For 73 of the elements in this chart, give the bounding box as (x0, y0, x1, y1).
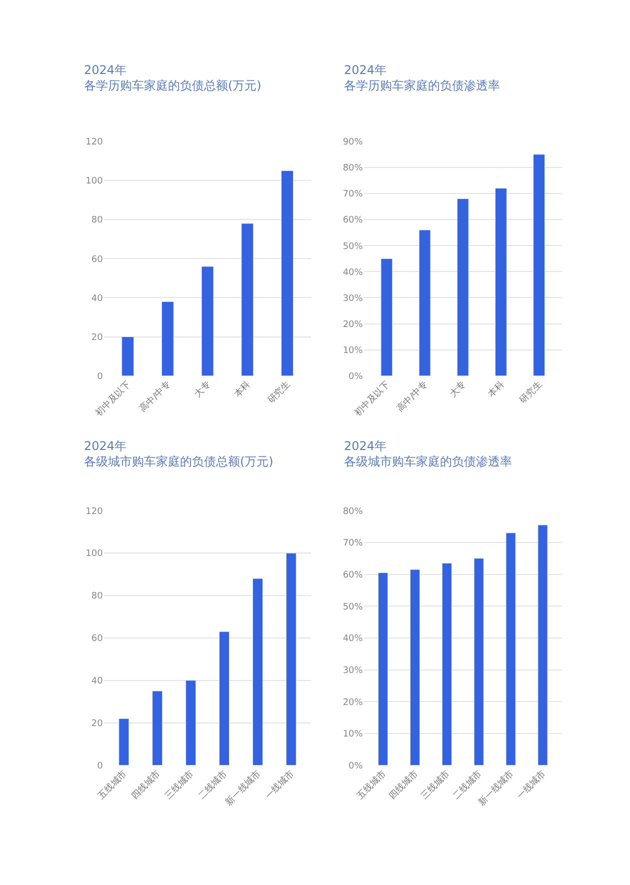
y-tick-label: 120 (86, 506, 104, 517)
y-tick-label: 10% (342, 730, 364, 740)
x-tick-label: 一线城市 (263, 768, 296, 802)
bar (286, 552, 296, 766)
bar (201, 266, 214, 376)
y-tick-label: 80% (342, 506, 364, 517)
bar (456, 198, 469, 376)
bar (161, 301, 174, 376)
bar (378, 572, 388, 766)
x-tick-label: 四线城市 (387, 768, 420, 802)
x-tick-label: 高中/中专 (138, 378, 173, 414)
y-tick-label: 50% (342, 242, 364, 252)
x-tick-label: 高中/中专 (394, 378, 430, 414)
x-tick-label: 研究生 (266, 378, 293, 406)
chart-title: 2024年 (84, 63, 127, 77)
y-tick-label: 80 (91, 216, 104, 226)
x-tick-label: 研究生 (517, 378, 544, 406)
y-tick-label: 60% (342, 570, 364, 580)
x-tick-label: 本科 (486, 378, 506, 400)
x-tick-label: 大专 (448, 378, 468, 400)
bar (380, 258, 393, 376)
y-tick-label: 20 (91, 332, 104, 343)
chart-subtitle: 各级城市购车家庭的负债渗透率 (344, 454, 512, 469)
chart-subtitle: 各学历购车家庭的负债总额(万元) (84, 78, 262, 93)
bar (281, 170, 294, 376)
y-tick-label: 40 (91, 676, 104, 687)
chart-title: 2024年 (344, 439, 387, 453)
y-tick-label: 40% (342, 268, 364, 278)
y-tick-label: 30% (342, 666, 364, 676)
bar (152, 690, 163, 766)
bar (506, 532, 516, 766)
y-tick-label: 90% (342, 138, 364, 148)
y-tick-label: 40% (342, 634, 364, 644)
y-tick-label: 60 (91, 634, 104, 644)
bar (186, 680, 196, 766)
bar (474, 558, 484, 766)
x-tick-label: 四线城市 (129, 768, 163, 802)
bar (218, 631, 230, 766)
chart-subtitle: 各级城市购车家庭的负债总额(万元) (84, 454, 274, 469)
bar (241, 223, 254, 376)
x-tick-label: 三线城市 (162, 768, 196, 802)
bar (495, 188, 507, 376)
y-tick-label: 20% (342, 320, 364, 330)
y-tick-label: 40 (91, 294, 104, 304)
y-tick-label: 20% (342, 698, 364, 708)
x-tick-label: 本科 (232, 378, 253, 400)
y-tick-label: 120 (86, 138, 104, 148)
bar (410, 569, 420, 766)
x-tick-label: 三线城市 (418, 768, 452, 802)
bar (122, 336, 134, 376)
bar (118, 718, 130, 766)
y-tick-label: 30% (342, 294, 364, 304)
y-tick-label: 70% (342, 538, 364, 549)
x-tick-label: 大专 (192, 378, 213, 400)
x-tick-label: 一线城市 (514, 768, 548, 802)
chart-title: 2024年 (84, 439, 127, 453)
bar (442, 562, 452, 766)
y-tick-label: 50% (342, 602, 364, 612)
y-tick-label: 80% (342, 164, 364, 174)
y-tick-label: 100 (86, 176, 104, 187)
chart-title: 2024年 (344, 63, 387, 77)
y-tick-label: 100 (86, 549, 104, 560)
bar (533, 154, 546, 376)
y-tick-label: 80 (91, 592, 104, 602)
bar (418, 230, 431, 376)
y-tick-label: 20 (91, 718, 104, 729)
bar (252, 578, 263, 766)
chart-subtitle: 各学历购车家庭的负债渗透率 (344, 78, 500, 93)
y-tick-label: 60 (91, 254, 104, 265)
bar (538, 524, 548, 766)
y-tick-label: 60% (342, 216, 364, 226)
y-tick-label: 10% (342, 346, 364, 356)
y-tick-label: 70% (342, 190, 364, 200)
